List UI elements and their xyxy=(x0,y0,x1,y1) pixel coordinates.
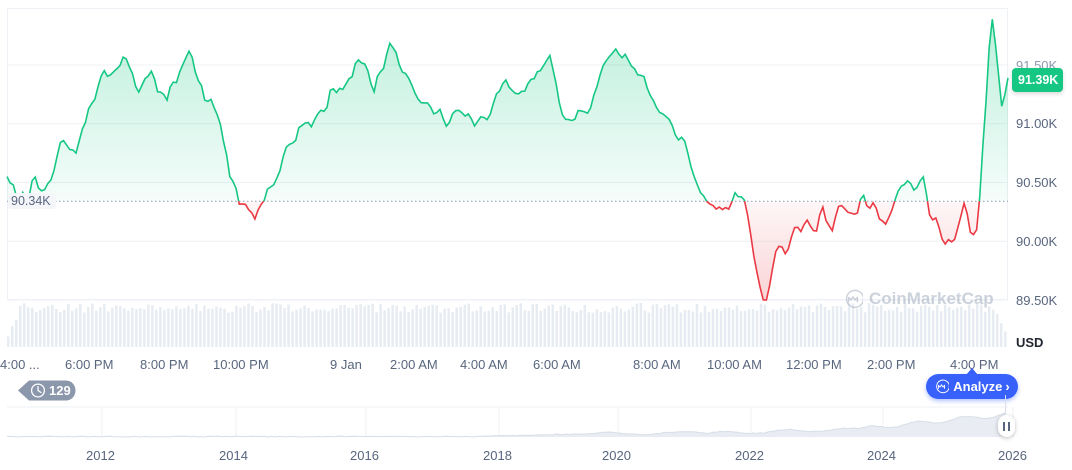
svg-text:129: 129 xyxy=(49,383,71,398)
